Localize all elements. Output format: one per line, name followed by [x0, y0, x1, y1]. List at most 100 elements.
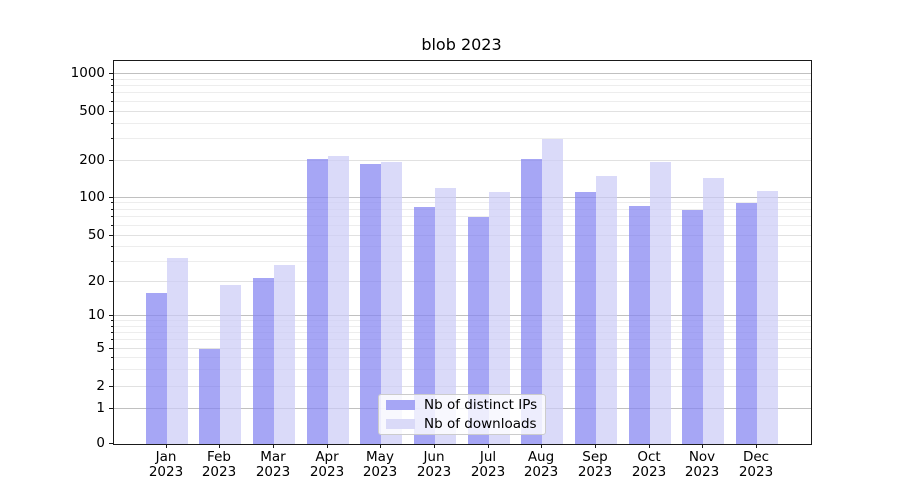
gridline-y-700 — [114, 92, 811, 93]
y-minor-tick-mark — [110, 85, 113, 87]
gridline-y-400 — [114, 123, 811, 124]
y-tick-mark — [109, 160, 113, 162]
x-tick-label-jun: Jun 2023 — [404, 450, 464, 480]
y-tick-label-20: 20 — [87, 273, 105, 289]
legend-swatch-downloads — [386, 419, 415, 429]
y-tick-mark — [109, 235, 113, 237]
gridline-y-800 — [114, 85, 811, 86]
y-tick-label-200: 200 — [79, 152, 105, 168]
y-minor-tick-mark — [110, 261, 113, 263]
x-tick-label-oct: Oct 2023 — [619, 450, 679, 480]
legend-label-downloads: Nb of downloads — [424, 416, 537, 432]
x-tick-label-nov: Nov 2023 — [672, 450, 732, 480]
gridline-y-20 — [114, 281, 811, 282]
bar-downloads-jun — [434, 188, 456, 444]
gridline-y-600 — [114, 101, 811, 102]
y-minor-tick-mark — [110, 138, 113, 140]
bar-distinct-ips-nov — [682, 210, 704, 444]
bar-downloads-aug — [542, 139, 564, 444]
x-tick-month: Aug — [527, 449, 555, 465]
gridline-y-1000 — [114, 73, 811, 74]
bar-downloads-sep — [595, 176, 617, 444]
y-tick-label-5: 5 — [96, 340, 105, 356]
bar-distinct-ips-mar — [252, 278, 274, 444]
x-tick-label-jul: Jul 2023 — [458, 450, 518, 480]
x-tick-month: Oct — [637, 449, 661, 465]
gridline-y-200 — [114, 160, 811, 161]
y-tick-mark — [109, 281, 113, 283]
x-tick-year: 2023 — [684, 464, 720, 480]
gridline-y-80 — [114, 209, 811, 210]
bars-layer — [114, 61, 811, 444]
x-tick-mark — [756, 444, 758, 448]
x-tick-label-mar: Mar 2023 — [243, 450, 303, 480]
bar-distinct-ips-dec — [735, 203, 757, 444]
x-tick-month: Mar — [260, 449, 286, 465]
gridline-y-6 — [114, 339, 811, 340]
y-tick-mark — [109, 386, 113, 388]
legend-item-downloads: Nb of downloads — [386, 416, 538, 432]
gridline-y-7 — [114, 332, 811, 333]
legend-item-distinct-ips: Nb of distinct IPs — [386, 397, 538, 413]
x-tick-month: Nov — [688, 449, 716, 465]
y-minor-tick-mark — [110, 209, 113, 211]
x-tick-year: 2023 — [523, 464, 559, 480]
gridline-y-40 — [114, 246, 811, 247]
x-tick-year: 2023 — [631, 464, 667, 480]
legend: Nb of distinct IPs Nb of downloads — [378, 394, 546, 435]
x-tick-year: 2023 — [416, 464, 452, 480]
gridline-y-8 — [114, 326, 811, 327]
bar-distinct-ips-oct — [628, 206, 650, 444]
gridline-y-500 — [114, 111, 811, 112]
gridline-y-50 — [114, 235, 811, 236]
bar-downloads-oct — [649, 162, 671, 444]
bar-downloads-nov — [703, 178, 725, 444]
bar-distinct-ips-apr — [306, 159, 328, 444]
x-tick-mark — [273, 444, 275, 448]
x-tick-year: 2023 — [738, 464, 774, 480]
x-tick-label-feb: Feb 2023 — [189, 450, 249, 480]
bar-distinct-ips-may — [360, 164, 382, 444]
x-tick-year: 2023 — [148, 464, 184, 480]
x-tick-mark — [488, 444, 490, 448]
bar-downloads-may — [381, 162, 403, 444]
x-tick-month: Jun — [423, 449, 445, 465]
y-tick-mark — [109, 111, 113, 113]
y-tick-mark — [109, 73, 113, 75]
gridline-y-30 — [114, 261, 811, 262]
gridline-y-10 — [114, 315, 811, 316]
y-tick-label-2: 2 — [96, 378, 105, 394]
x-tick-mark — [649, 444, 651, 448]
y-tick-mark — [109, 408, 113, 410]
chart-title: blob 2023 — [421, 35, 502, 54]
x-tick-year: 2023 — [201, 464, 237, 480]
x-tick-month: Dec — [742, 449, 770, 465]
x-tick-year: 2023 — [362, 464, 398, 480]
bar-downloads-dec — [756, 191, 778, 444]
y-minor-tick-mark — [110, 216, 113, 218]
x-tick-mark — [327, 444, 329, 448]
bar-distinct-ips-feb — [199, 349, 221, 444]
x-tick-label-apr: Apr 2023 — [297, 450, 357, 480]
y-tick-label-50: 50 — [87, 227, 105, 243]
y-minor-tick-mark — [110, 326, 113, 328]
gridline-y-5 — [114, 348, 811, 349]
x-tick-label-aug: Aug 2023 — [511, 450, 571, 480]
bar-distinct-ips-jun — [413, 207, 435, 444]
y-minor-tick-mark — [110, 357, 113, 359]
bar-downloads-jan — [166, 258, 188, 444]
x-tick-month: Feb — [207, 449, 231, 465]
bar-downloads-apr — [327, 156, 349, 444]
bar-distinct-ips-aug — [521, 159, 543, 444]
y-tick-mark — [109, 443, 113, 445]
y-minor-tick-mark — [110, 332, 113, 334]
x-tick-mark — [166, 444, 168, 448]
y-tick-label-1: 1 — [96, 400, 105, 416]
x-tick-month: Apr — [315, 449, 339, 465]
bar-distinct-ips-jul — [467, 217, 489, 444]
y-minor-tick-mark — [110, 101, 113, 103]
bar-downloads-jul — [488, 192, 510, 444]
y-minor-tick-mark — [110, 92, 113, 94]
x-tick-label-may: May 2023 — [350, 450, 410, 480]
gridline-y-60 — [114, 225, 811, 226]
